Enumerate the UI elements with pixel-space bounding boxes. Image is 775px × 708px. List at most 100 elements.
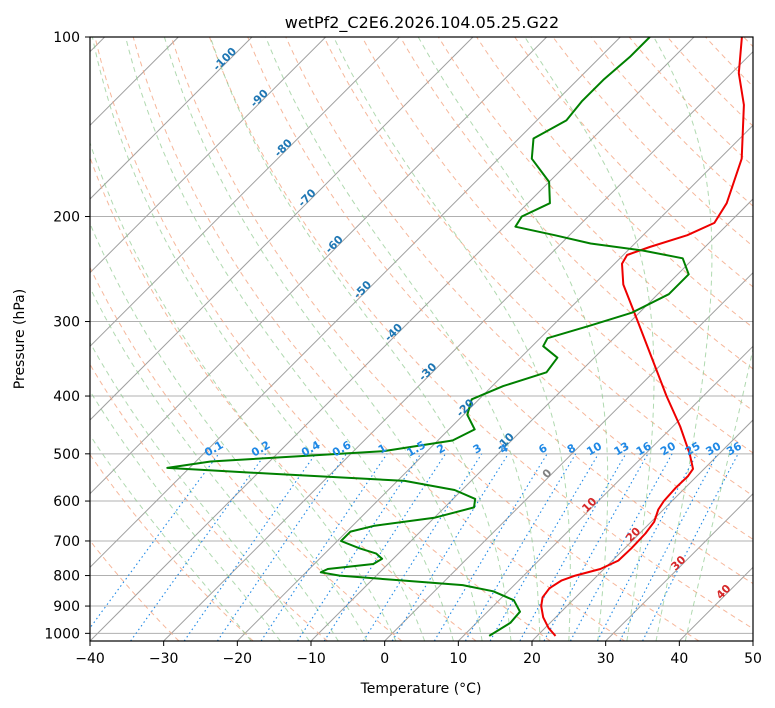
mixing-ratio-label: 0.6: [330, 438, 354, 459]
dry-adiabat-label: -60: [323, 233, 346, 256]
mixing-ratio-line: [642, 453, 739, 641]
mixing-ratio-line: [362, 453, 483, 641]
chart-title: wetPf2_C2E6.2026.104.05.25.G22: [285, 13, 559, 33]
dry-adiabat-line: [514, 37, 753, 288]
moist-adiabat-line: [653, 37, 713, 641]
dry-adiabat-line: [90, 156, 477, 641]
mixing-ratio-line: [569, 453, 673, 641]
plot-area: -100-90-80-70-60-50-40-30-20-10010203040…: [90, 37, 753, 641]
mixing-ratio-line: [297, 453, 422, 641]
y-tick-label: 300: [53, 315, 80, 331]
mixing-ratio-label: 36: [724, 439, 744, 458]
dewpoint-profile: [166, 37, 690, 637]
isotherm-line: [457, 345, 753, 641]
mixing-ratio-label: 0.2: [249, 438, 272, 459]
dry-adiabat-label: -50: [351, 278, 374, 301]
dry-adiabat-line: [361, 37, 753, 454]
mixing-ratio-line: [619, 453, 718, 641]
isotherm-line: [90, 37, 253, 200]
dry-adiabat-label: -70: [295, 186, 318, 209]
moist-adiabat-line: [90, 434, 252, 641]
moist-adiabat-line: [417, 37, 609, 641]
y-tick-label: 500: [53, 447, 80, 463]
x-tick-label: 30: [597, 651, 615, 667]
dry-adiabat-label: -20: [454, 396, 477, 419]
dry-adiabat-label: -30: [416, 360, 439, 383]
y-tick-label: 400: [53, 389, 80, 405]
dry-adiabat-line: [94, 37, 551, 641]
plot-frame: [89, 36, 754, 642]
mixing-ratio-label: 13: [612, 439, 632, 458]
y-tick-label: 800: [53, 569, 80, 585]
dry-adiabat-line: [399, 37, 753, 412]
isotherm-lines: [90, 37, 753, 641]
moist-adiabat-line: [91, 37, 426, 641]
isotherm-line: [90, 37, 621, 569]
dry-adiabat-line: [705, 37, 753, 88]
mixing-ratio-line: [433, 453, 548, 641]
dry-adiabat-line: [170, 37, 700, 641]
y-axis-label: Pressure (hPa): [12, 289, 28, 389]
y-tick-label: 900: [53, 599, 80, 615]
y-axis: 100 200 300 400 500 600 700 800 900 1000: [44, 30, 90, 642]
isotherm-line: [678, 566, 753, 641]
mixing-ratio-line: [596, 453, 698, 641]
isobar-lines: [90, 37, 753, 634]
isotherm-line: [310, 198, 753, 641]
isotherm-line: [90, 37, 400, 348]
mixing-ratio-label: 0.1: [202, 438, 225, 459]
mixing-ratio-line: [183, 453, 316, 641]
moist-adiabat-line: [90, 341, 310, 641]
moist-adiabat-line: [209, 37, 512, 641]
moist-adiabat-line: [684, 346, 753, 641]
mixing-ratio-label: 16: [634, 439, 654, 458]
mixing-ratio-line: [519, 453, 627, 641]
dry-adiabat-label: -40: [382, 321, 405, 344]
x-tick-label: 10: [449, 651, 467, 667]
isotherm-line: [90, 37, 327, 274]
isotherm-line: [90, 37, 548, 495]
dry-adiabat-line: [667, 37, 753, 127]
dry-adiabat-line: [90, 266, 403, 641]
dry-adiabat-line: [743, 37, 753, 48]
isotherm-line: [163, 50, 753, 641]
isotherm-line: [384, 271, 753, 641]
x-axis: −40 −30 −20 −10 0 10 20 30 40 50: [75, 641, 762, 667]
x-tick-label: −30: [149, 651, 179, 667]
x-axis-label: Temperature (°C): [360, 681, 482, 697]
moist-adiabat-line: [90, 222, 368, 641]
dry-adiabat-line: [285, 37, 753, 540]
dry-adiabat-label: 40: [714, 582, 734, 602]
isotherm-line: [531, 419, 753, 641]
moist-adiabat-line: [524, 37, 655, 641]
dry-adiabat-line: [90, 539, 180, 641]
y-tick-label: 700: [53, 534, 80, 550]
y-tick-label: 200: [53, 210, 80, 226]
mixing-ratio-label: 0.4: [299, 438, 323, 459]
x-tick-label: 40: [670, 651, 688, 667]
moist-adiabat-line: [90, 141, 397, 641]
moist-adiabat-line: [265, 37, 541, 641]
dry-adiabat-label: -90: [248, 87, 271, 110]
y-tick-label: 600: [53, 494, 80, 510]
mixing-ratio-line: [391, 453, 509, 641]
dry-adiabat-line: [323, 37, 753, 497]
moist-adiabat-line: [333, 37, 571, 641]
dry-adiabat-line: [90, 453, 254, 641]
x-tick-label: −40: [75, 651, 105, 667]
moist-adiabat-line: [125, 37, 454, 641]
dry-adiabat-label: 20: [623, 525, 643, 545]
dry-adiabat-line: [247, 37, 753, 585]
isotherm-line: [90, 37, 474, 421]
sounding-profiles: [166, 37, 745, 637]
isotherm-line: [752, 640, 753, 641]
dry-adiabat-label: 10: [579, 495, 599, 515]
x-tick-label: 0: [380, 651, 389, 667]
x-tick-label: −10: [296, 651, 326, 667]
mixing-ratio-line: [90, 453, 220, 629]
x-tick-label: 20: [523, 651, 541, 667]
mixing-ratio-line: [216, 453, 347, 641]
mixing-ratio-line: [323, 453, 446, 641]
mixing-ratio-line: [489, 453, 599, 641]
isotherm-line: [605, 492, 753, 641]
